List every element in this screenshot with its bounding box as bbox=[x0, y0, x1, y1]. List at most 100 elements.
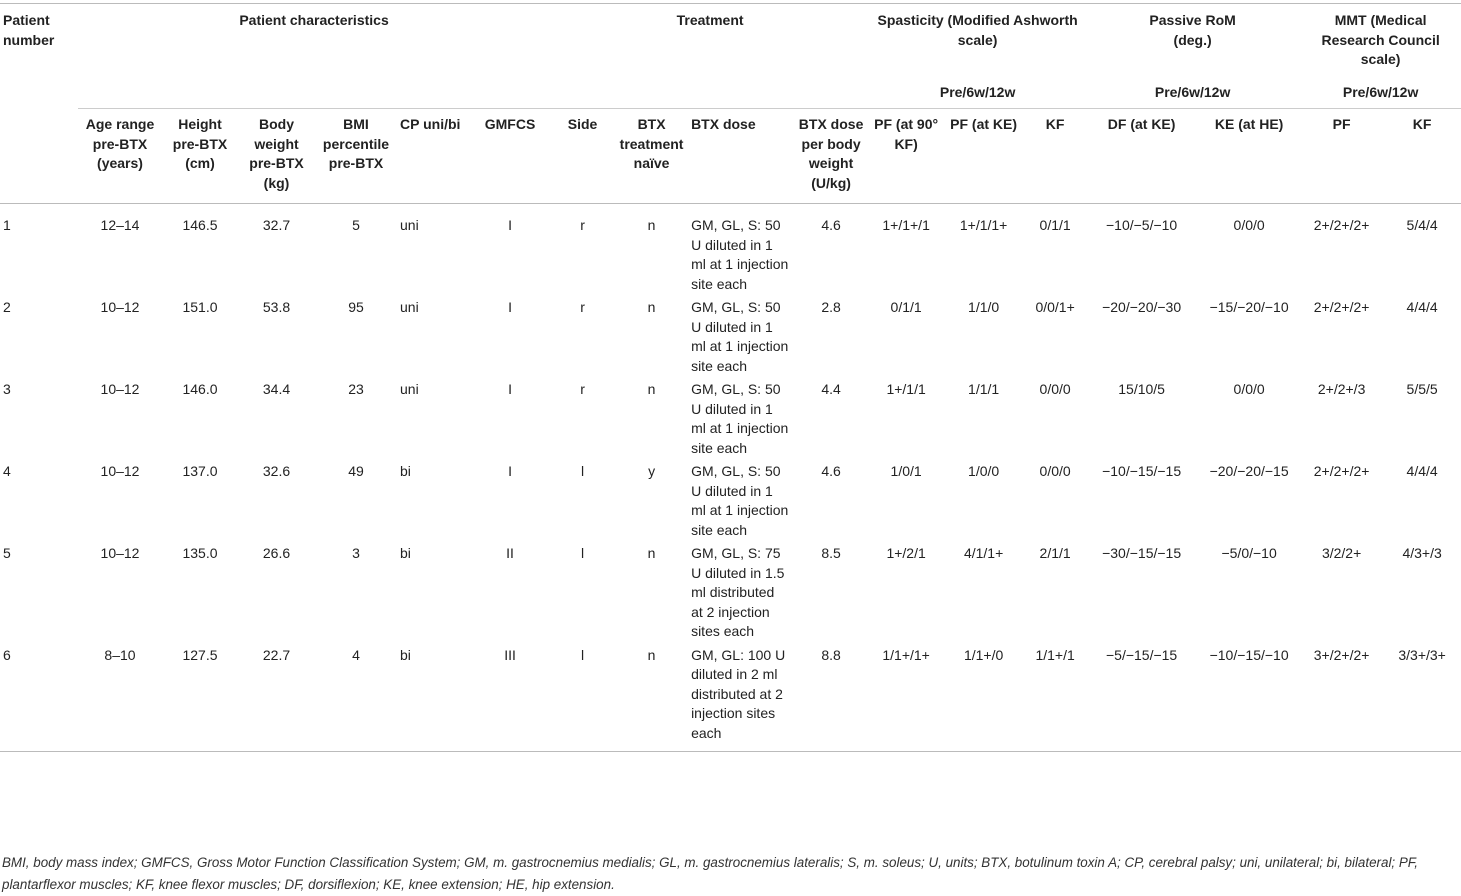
table-cell: 3 bbox=[352, 545, 360, 561]
footnote: BMI, body mass index; GMFCS, Gross Motor… bbox=[2, 855, 1418, 892]
table-cell: I bbox=[508, 463, 512, 479]
table-cell: n bbox=[647, 217, 656, 233]
table-cell: 127.5 bbox=[162, 641, 238, 752]
column-header: DF (at KE) bbox=[1085, 108, 1199, 204]
table-cell: n bbox=[647, 381, 656, 397]
table-cell: 1/1+/1 bbox=[1025, 641, 1086, 752]
table-cell: 1/1+/1+ bbox=[870, 641, 943, 752]
table-cell: 4 bbox=[315, 641, 397, 752]
table-cell: y bbox=[648, 463, 656, 479]
table-cell: 95 bbox=[348, 299, 364, 315]
table-cell: 2.8 bbox=[821, 299, 841, 315]
table-cell: 4.6 bbox=[821, 463, 841, 479]
table-cell: 5 bbox=[3, 545, 11, 561]
table-cell: 2+/2+/2+ bbox=[1313, 463, 1370, 479]
table-cell: 2 bbox=[3, 299, 11, 315]
table-cell: 1+/1/1 bbox=[886, 381, 926, 397]
table-cell: 1/0/1 bbox=[890, 463, 922, 479]
table-cell: 1/1+/0 bbox=[942, 641, 1026, 752]
column-header: Body weight pre-BTX (kg) bbox=[238, 108, 315, 204]
table-cell: 10–12 bbox=[100, 545, 140, 561]
table-cell: −20/−20/−15 bbox=[1209, 463, 1289, 479]
group-title: Treatment bbox=[676, 12, 744, 28]
table-cell: 32.7 bbox=[262, 217, 291, 233]
table-cell: uni bbox=[400, 299, 419, 315]
table-cell: −10/−15/−10 bbox=[1198, 641, 1301, 752]
column-header: BTX dose per body weight (U/kg) bbox=[792, 108, 871, 204]
table-cell: n bbox=[647, 299, 656, 315]
group-subtitle: Pre/6w/12w bbox=[939, 83, 1016, 100]
table-cell: 4/3+/3 bbox=[1402, 545, 1442, 561]
table-cell: 135.0 bbox=[182, 545, 218, 561]
group-header: Patient characteristics bbox=[78, 3, 551, 109]
table-cell: 49 bbox=[348, 463, 364, 479]
table-cell: 1+/2/1 bbox=[886, 545, 926, 561]
table-cell: 4 bbox=[3, 463, 11, 479]
group-subtitle: Pre/6w/12w bbox=[1154, 83, 1231, 100]
table-cell: 1/1/1 bbox=[968, 381, 1000, 397]
table-cell: 4/4/4 bbox=[1406, 463, 1438, 479]
table-cell: uni bbox=[400, 217, 419, 233]
table-cell: 34.4 bbox=[262, 381, 291, 397]
table-cell: GM, GL, S: 50 U diluted in 1 ml at 1 inj… bbox=[691, 299, 789, 374]
table-cell: 1+/1+/1 bbox=[882, 217, 930, 233]
table-cell: 32.6 bbox=[262, 463, 291, 479]
table-cell: 5 bbox=[352, 217, 360, 233]
column-header: BMI percentile pre-BTX bbox=[315, 108, 397, 204]
table-cell: bi bbox=[400, 545, 411, 561]
table-cell: 6 bbox=[0, 641, 78, 752]
column-header: Side bbox=[550, 108, 616, 204]
group-title: Patient characteristics bbox=[239, 12, 389, 28]
table-cell: II bbox=[506, 545, 514, 561]
column-header: Age range pre-BTX (years) bbox=[78, 108, 162, 204]
table-cell: 4.4 bbox=[821, 381, 841, 397]
column-header: GMFCS bbox=[470, 108, 551, 204]
group-row: Patient number Patient characteristics Tre… bbox=[0, 3, 1461, 204]
table-cell: 10–12 bbox=[100, 381, 140, 397]
table-cell: GM, GL, S: 50 U diluted in 1 ml at 1 inj… bbox=[691, 217, 789, 292]
table-cell: l bbox=[550, 641, 616, 752]
table-cell: 3/3+/3+ bbox=[1383, 641, 1461, 752]
table-cell: 12–14 bbox=[100, 217, 140, 233]
column-header: KE (at HE) bbox=[1198, 108, 1301, 204]
table-cell: 2/1/1 bbox=[1039, 545, 1071, 561]
table-cell: 4.6 bbox=[821, 217, 841, 233]
table-cell: 3+/2+/2+ bbox=[1300, 641, 1384, 752]
table-cell: −5/−15/−15 bbox=[1085, 641, 1199, 752]
table-cell: bi bbox=[397, 641, 470, 752]
group-title: Passive RoM (deg.) bbox=[1149, 12, 1236, 48]
table-cell: 4/4/4 bbox=[1406, 299, 1438, 315]
table-cell: 15/10/5 bbox=[1118, 381, 1165, 397]
table-cell: 1+/1/1+ bbox=[959, 217, 1008, 233]
table-cell: 3/2/2+ bbox=[1321, 545, 1362, 561]
patient-number-header: Patient number bbox=[0, 3, 78, 204]
table-cell: III bbox=[470, 641, 551, 752]
table-cell: n bbox=[647, 545, 656, 561]
table-cell: 23 bbox=[348, 381, 364, 397]
column-header: KF bbox=[1025, 108, 1086, 204]
table-cell: r bbox=[580, 217, 585, 233]
group-header: Spasticity (Modified Ashworth scale) Pre/… bbox=[870, 3, 1086, 109]
table-cell: 8.8 bbox=[792, 641, 871, 752]
table-cell: 146.5 bbox=[182, 217, 218, 233]
group-header: Passive RoM (deg.) Pre/6w/12w bbox=[1085, 3, 1301, 109]
column-header: Height pre-BTX (cm) bbox=[162, 108, 238, 204]
column-header: PF (at KE) bbox=[942, 108, 1026, 204]
table-cell: 146.0 bbox=[182, 381, 218, 397]
group-header: Treatment bbox=[550, 3, 871, 109]
table-cell: 0/0/0 bbox=[1233, 381, 1265, 397]
table-cell: I bbox=[508, 217, 512, 233]
table-cell: GM, GL, S: 50 U diluted in 1 ml at 1 inj… bbox=[691, 463, 789, 538]
table-cell: −5/0/−10 bbox=[1221, 545, 1277, 561]
column-header: KF bbox=[1383, 108, 1461, 204]
table-cell: 8–10 bbox=[78, 641, 162, 752]
group-title: Spasticity (Modified Ashworth scale) bbox=[877, 12, 1078, 48]
table-cell: 151.0 bbox=[182, 299, 218, 315]
table-cell: 1/1/0 bbox=[968, 299, 1000, 315]
table-cell: r bbox=[580, 381, 585, 397]
